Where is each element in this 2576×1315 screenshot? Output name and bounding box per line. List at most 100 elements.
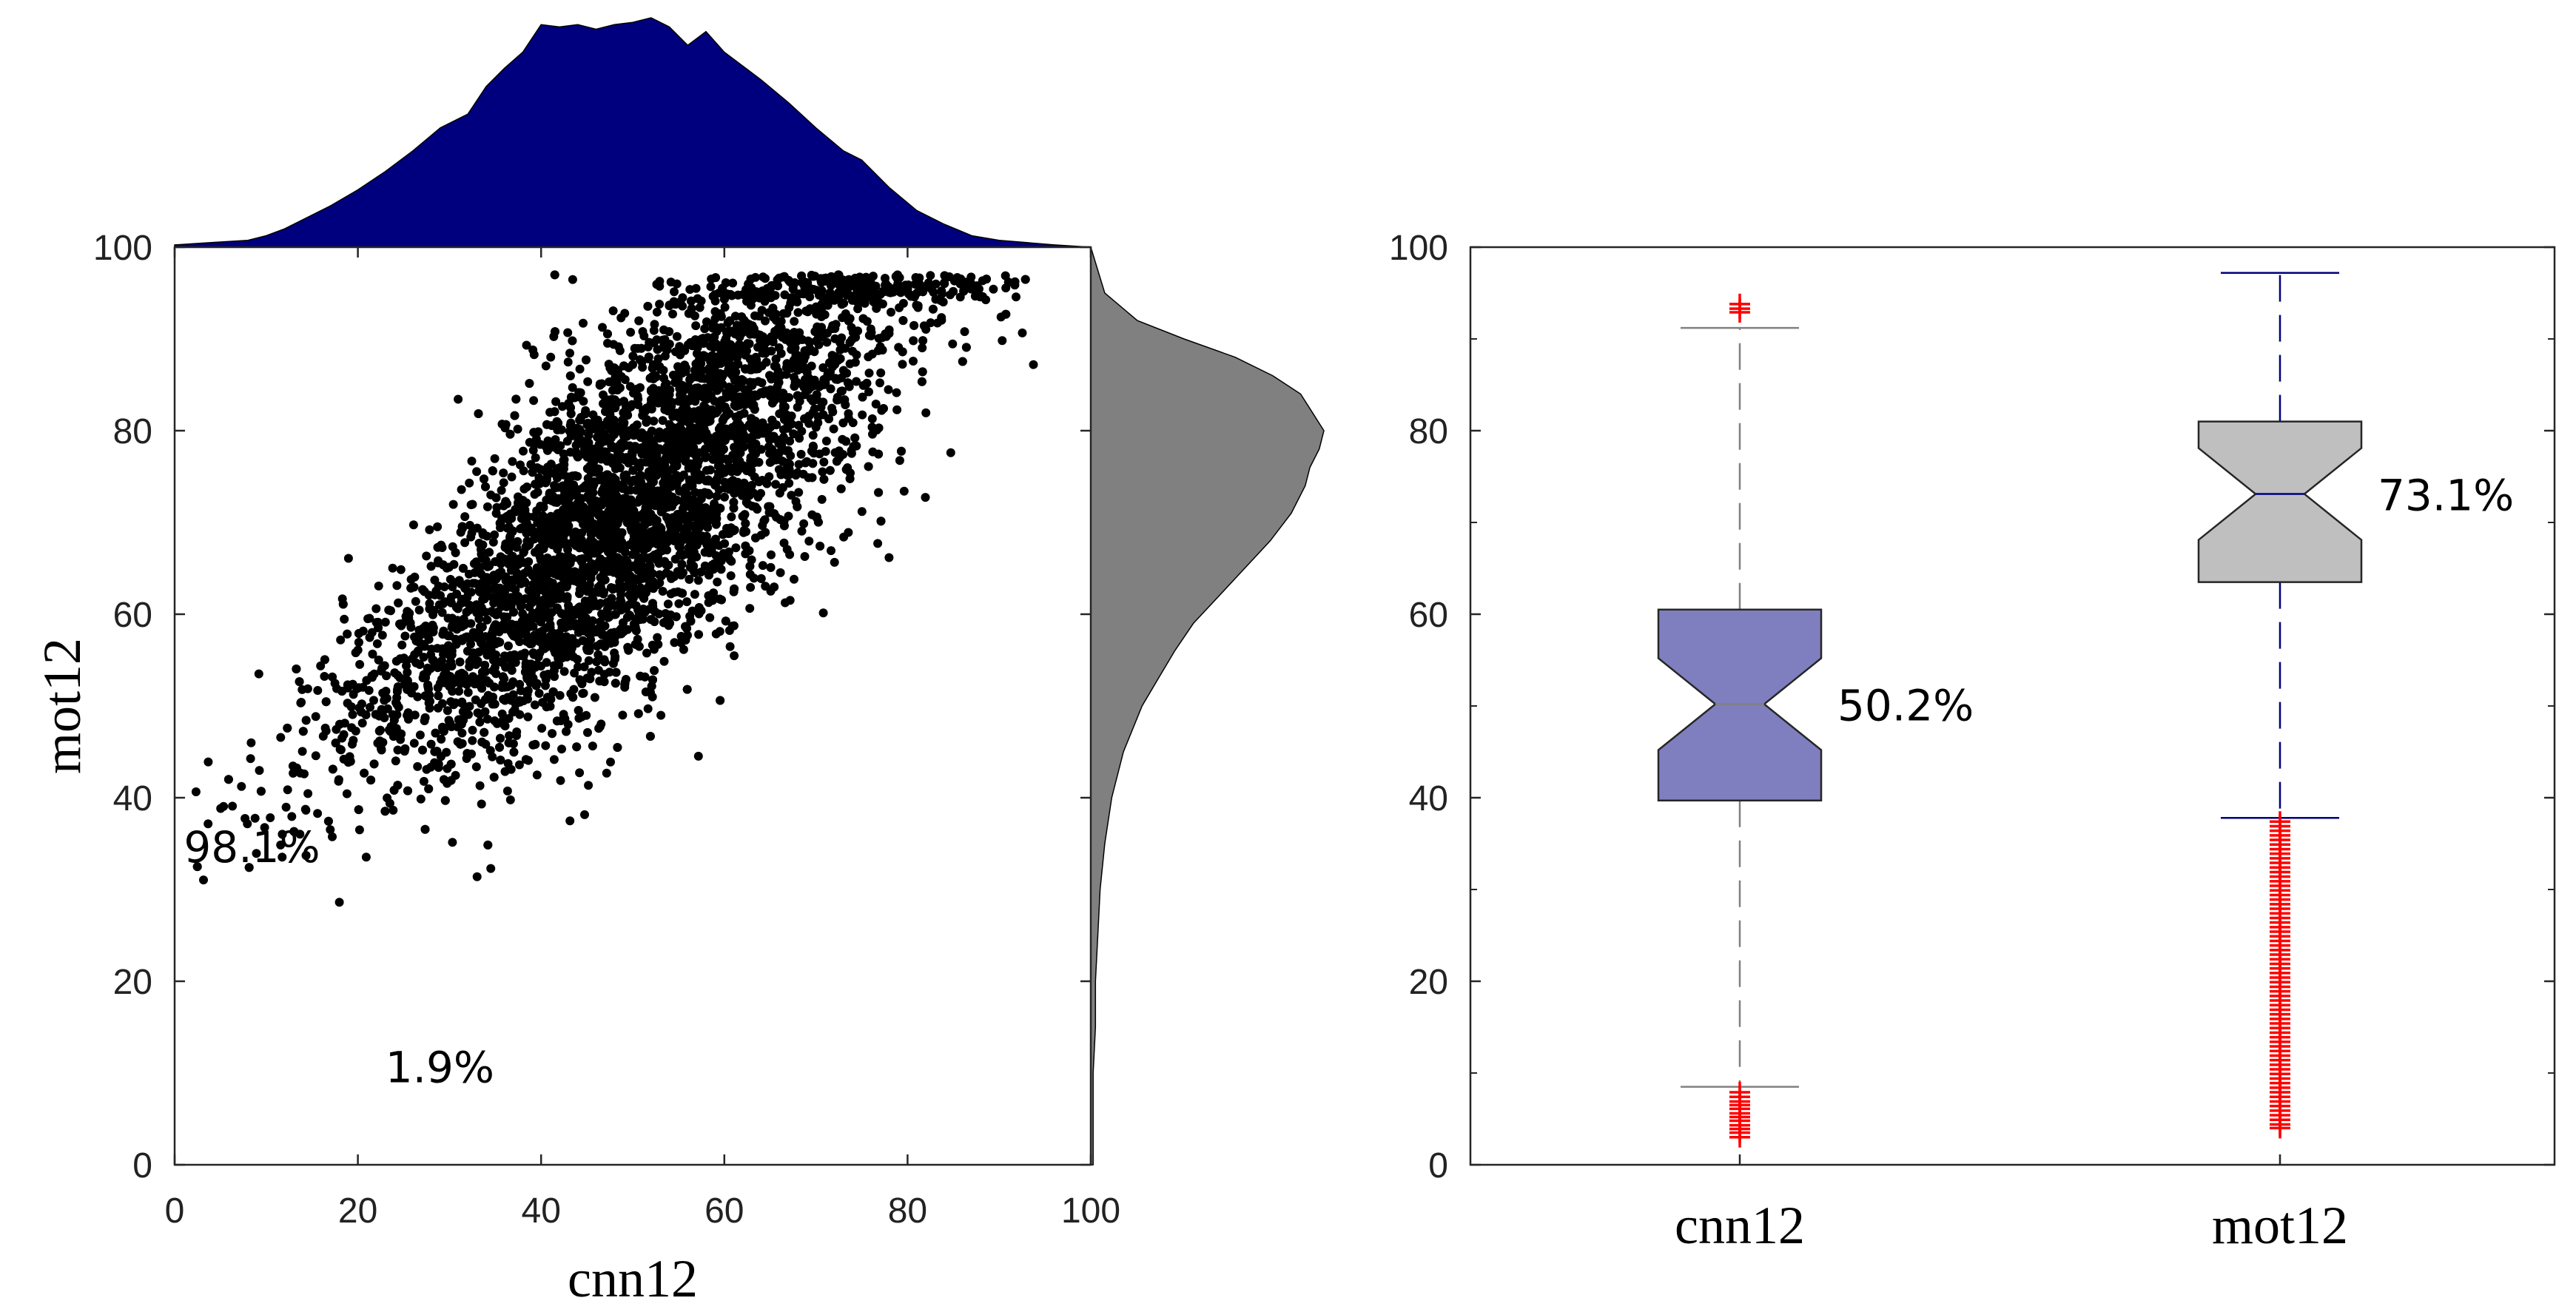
scatter-point (665, 327, 674, 337)
scatter-point (481, 482, 490, 491)
scatter-point (641, 687, 650, 696)
scatter-point (393, 781, 403, 790)
scatter-point (780, 330, 790, 340)
scatter-point (419, 623, 428, 633)
scatter-point (502, 602, 511, 611)
scatter-point (747, 414, 756, 423)
scatter-point (616, 313, 626, 323)
scatter-point (480, 727, 489, 737)
scatter-point (542, 581, 551, 591)
scatter-point (515, 697, 525, 707)
scatter-point (629, 506, 639, 516)
scatter-point (787, 491, 796, 500)
scatter-point (488, 537, 498, 547)
scatter-point (730, 651, 739, 661)
scatter-point (673, 495, 682, 505)
scatter-point (645, 337, 654, 347)
scatter-point (295, 677, 304, 687)
scatter-point (794, 488, 804, 497)
scatter-point (705, 613, 715, 622)
scatter-point (482, 615, 492, 625)
scatter-point (585, 453, 595, 463)
scatter-point (918, 367, 927, 377)
scatter-point (691, 321, 701, 331)
scatter-point (722, 334, 730, 343)
scatter-point (727, 291, 736, 300)
scatter-point (858, 392, 867, 402)
scatter-point (676, 538, 685, 548)
scatter-point (817, 494, 827, 504)
scatter-point (568, 693, 578, 702)
scatter-point (720, 539, 730, 548)
scatter-point (716, 565, 726, 574)
scatter-point (452, 589, 462, 599)
scatter-point (793, 391, 802, 400)
scatter-point (767, 550, 776, 559)
scatter-point (569, 685, 579, 694)
scatter-point (921, 325, 931, 334)
scatter-point (818, 292, 828, 302)
scatter-point (706, 282, 716, 292)
scatter-point (675, 384, 685, 394)
scatter-point (462, 608, 471, 617)
scatter-point (383, 793, 392, 803)
scatter-point (898, 360, 907, 369)
scatter-point (512, 595, 522, 605)
scatter-point (374, 655, 383, 665)
scatter-point (812, 390, 821, 400)
scatter-point (477, 799, 486, 809)
scatter-point (730, 449, 739, 459)
scatter-point (714, 468, 724, 477)
scatter-point (778, 396, 787, 406)
scatter-point (862, 378, 872, 388)
scatter-point (440, 582, 449, 591)
scatter-point (898, 298, 908, 308)
scatter-point (363, 614, 373, 624)
scatter-point (393, 682, 403, 692)
scatter-point (596, 617, 605, 627)
scatter-point (244, 863, 254, 872)
scatter-point (542, 693, 552, 702)
scatter-point (522, 482, 532, 491)
scatter-point (371, 710, 380, 719)
scatter-point (931, 279, 941, 289)
scatter-point (650, 607, 660, 616)
scatter-point (761, 274, 770, 283)
scatter-point (524, 756, 533, 765)
scatter-point (486, 864, 496, 873)
scatter-point (530, 534, 539, 544)
scatter-point (423, 680, 433, 690)
scatter-point (548, 687, 558, 696)
scatter-point (252, 849, 261, 858)
scatter-point (297, 747, 307, 756)
scatter-point (478, 640, 488, 650)
scatter-point (346, 702, 356, 712)
scatter-point (612, 425, 622, 434)
scatter-point (909, 320, 919, 330)
scatter-point (228, 801, 238, 811)
scatter-point (521, 518, 531, 528)
scatter-point (693, 751, 703, 761)
scatter-point (810, 404, 819, 414)
scatter-point (380, 807, 390, 816)
scatter-point (714, 432, 724, 442)
scatter-point (563, 551, 573, 560)
scatter-point (794, 420, 804, 430)
scatter-point (765, 391, 775, 400)
scatter-point (579, 662, 589, 672)
scatter-point (503, 759, 513, 768)
scatter-point (514, 559, 523, 569)
scatter-point (589, 500, 599, 510)
scatter-point (589, 548, 599, 558)
scatter-point (320, 672, 329, 681)
scatter-point (704, 591, 713, 600)
scatter-points (191, 270, 1038, 907)
scatter-point (582, 420, 592, 429)
scatter-point (584, 781, 593, 790)
scatter-point (502, 499, 511, 508)
scatter-point (508, 457, 517, 466)
scatter-point (514, 760, 524, 770)
scatter-point (411, 596, 420, 606)
scatter-point (899, 486, 909, 496)
scatter-point (729, 431, 739, 441)
